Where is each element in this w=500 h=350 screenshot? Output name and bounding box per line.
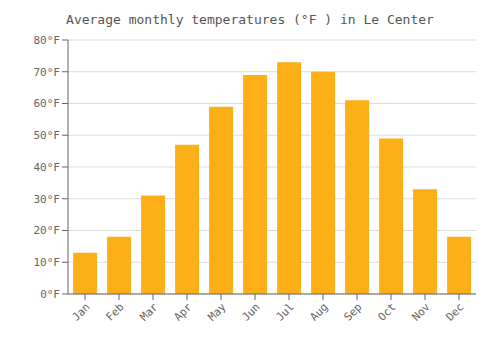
svg-text:Mar: Mar xyxy=(137,300,161,324)
svg-text:20°F: 20°F xyxy=(34,224,61,237)
svg-text:80°F: 80°F xyxy=(34,34,61,47)
svg-text:Nov: Nov xyxy=(409,300,433,324)
svg-text:70°F: 70°F xyxy=(34,66,61,79)
svg-text:60°F: 60°F xyxy=(34,97,61,110)
svg-text:30°F: 30°F xyxy=(34,193,61,206)
svg-text:Feb: Feb xyxy=(103,300,126,323)
svg-text:Jan: Jan xyxy=(69,300,92,323)
svg-text:Oct: Oct xyxy=(375,300,398,323)
svg-text:40°F: 40°F xyxy=(34,161,61,174)
svg-text:0°F: 0°F xyxy=(40,288,60,301)
svg-text:Apr: Apr xyxy=(171,300,195,324)
svg-text:Jul: Jul xyxy=(273,300,296,323)
svg-text:May: May xyxy=(205,300,229,324)
svg-text:50°F: 50°F xyxy=(34,129,61,142)
svg-text:Sep: Sep xyxy=(341,300,364,323)
html-text:Average monthly temperatures (: Average monthly temperatures (°F ) in Le… xyxy=(66,12,434,27)
svg-text:Jun: Jun xyxy=(239,300,262,323)
svg-text:Dec: Dec xyxy=(443,300,466,323)
svg-text:Aug: Aug xyxy=(307,300,330,323)
svg-text:10°F: 10°F xyxy=(34,256,61,269)
